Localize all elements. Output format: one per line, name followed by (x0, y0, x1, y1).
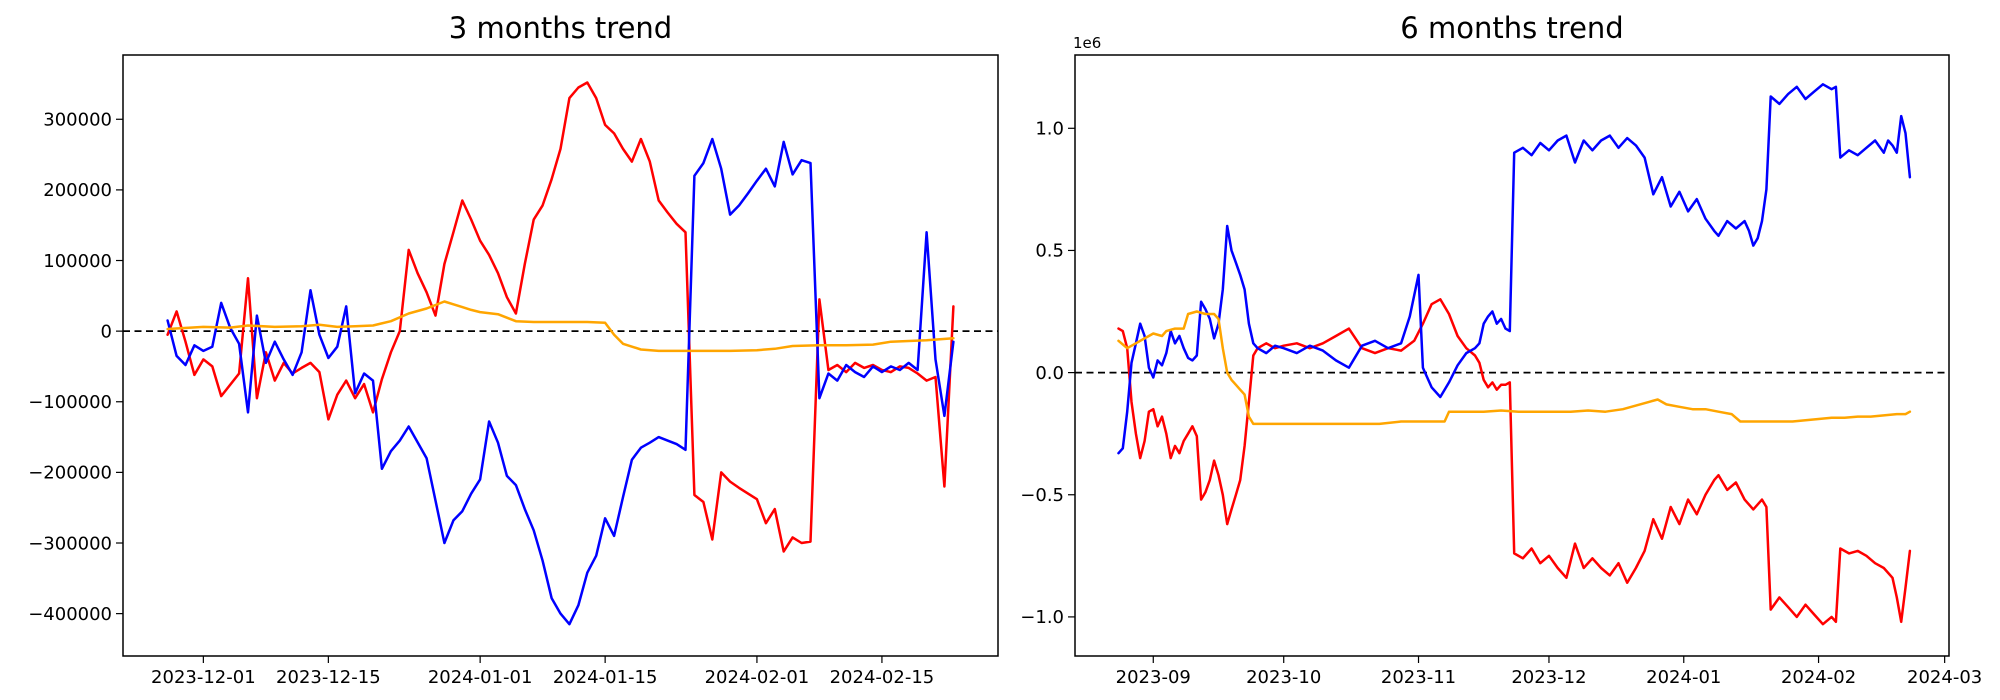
x-tick-label: 2023-12 (1511, 667, 1586, 688)
axes-spines (1074, 54, 1950, 657)
y-tick-label: −0.5 (1020, 485, 1064, 506)
y-tick-label: −400000 (28, 604, 112, 625)
y-tick-label: 100000 (43, 251, 112, 272)
x-tick-label: 2024-01-01 (428, 667, 533, 688)
y-tick-label: 0.5 (1035, 241, 1064, 262)
series-line-blue (1117, 83, 1912, 455)
x-tick-label: 2023-11 (1381, 667, 1456, 688)
x-tick-label: 2023-09 (1116, 667, 1191, 688)
y-tick-label: −1.0 (1020, 607, 1064, 628)
x-tick-label: 2024-03 (1907, 667, 1982, 688)
axis-offset-label: 1e6 (1073, 34, 1101, 52)
x-tick-label: 2023-10 (1246, 667, 1321, 688)
y-tick-label: −300000 (28, 533, 112, 554)
x-tick-label: 2024-02 (1781, 667, 1856, 688)
series-line-orange (1117, 310, 1912, 426)
chart-title: 6 months trend (1400, 11, 1623, 45)
series-line-blue (166, 137, 955, 626)
y-tick-label: −200000 (28, 463, 112, 484)
series-line-red (166, 81, 955, 553)
axes-spines (122, 54, 999, 657)
y-tick-label: 0 (101, 321, 112, 342)
y-tick-label: −100000 (28, 392, 112, 413)
y-tick-label: 300000 (43, 110, 112, 131)
x-tick-label: 2024-02-15 (830, 667, 935, 688)
chart-6-months-trend: 6 months trend 1e6 2023-09 2023-10 2023-11 20… (1020, 11, 1982, 688)
y-tick-label: 0.0 (1035, 363, 1064, 384)
y-tick-label: 1.0 (1035, 119, 1064, 140)
x-tick-label: 2023-12-01 (151, 667, 256, 688)
x-tick-label: 2024-01-15 (553, 667, 658, 688)
x-tick-label: 2023-12-15 (276, 667, 381, 688)
chart-3-months-trend: 3 months trend 2023-12-01 2023-12-15 2024-0… (28, 11, 999, 688)
y-tick-label: 200000 (43, 180, 112, 201)
series-line-red (1117, 298, 1912, 626)
series-line-orange (166, 300, 955, 353)
x-tick-label: 2024-02-01 (705, 667, 810, 688)
chart-title: 3 months trend (449, 11, 672, 45)
x-tick-label: 2024-01 (1646, 667, 1721, 688)
